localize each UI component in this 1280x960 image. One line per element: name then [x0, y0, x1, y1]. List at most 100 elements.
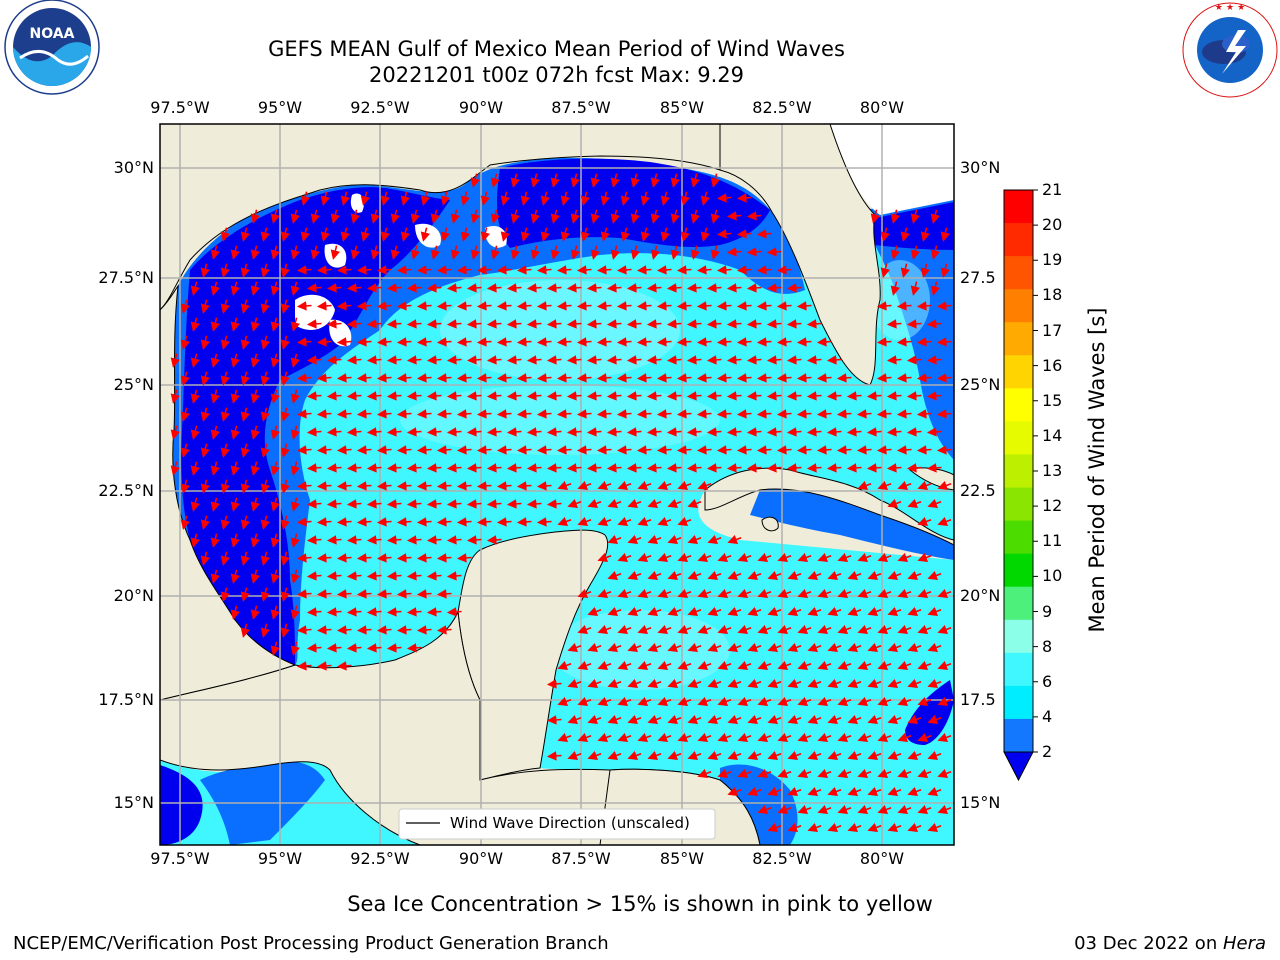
- wave-direction-arrow: [736, 229, 752, 239]
- wave-direction-arrow: [796, 445, 812, 455]
- wave-direction-arrow: [536, 265, 552, 275]
- wave-direction-arrow: [426, 283, 442, 293]
- wave-direction-arrow: [927, 714, 942, 725]
- wave-direction-arrow: [727, 570, 742, 581]
- wave-direction-arrow: [670, 245, 681, 260]
- wave-direction-arrow: [360, 191, 371, 206]
- wave-direction-arrow: [456, 373, 472, 383]
- wave-direction-arrow: [677, 696, 692, 707]
- wave-direction-arrow: [290, 641, 301, 656]
- wave-direction-arrow: [607, 750, 622, 761]
- wave-direction-arrow: [646, 391, 662, 401]
- wave-direction-arrow: [496, 481, 512, 491]
- wave-direction-arrow: [606, 427, 622, 437]
- wave-direction-arrow: [726, 319, 742, 329]
- wave-direction-arrow: [406, 427, 422, 437]
- wave-direction-arrow: [787, 750, 802, 761]
- wave-direction-arrow: [330, 245, 341, 260]
- wave-direction-arrow: [460, 191, 471, 206]
- wave-direction-arrow: [470, 209, 481, 224]
- wave-direction-arrow: [280, 299, 291, 314]
- wave-direction-arrow: [250, 461, 261, 476]
- wave-direction-arrow: [356, 589, 372, 599]
- wave-direction-arrow: [446, 535, 462, 545]
- wave-direction-arrow: [356, 517, 372, 527]
- wave-direction-arrow: [890, 281, 901, 296]
- wave-direction-arrow: [607, 714, 622, 725]
- wave-direction-arrow: [647, 498, 662, 509]
- wave-direction-arrow: [270, 605, 281, 620]
- wave-direction-arrow: [466, 499, 482, 509]
- wave-direction-arrow: [270, 317, 281, 332]
- wave-direction-arrow: [610, 173, 621, 188]
- wave-direction-arrow: [577, 696, 592, 707]
- wave-direction-arrow: [737, 660, 752, 671]
- wave-direction-arrow: [726, 355, 742, 365]
- wave-direction-arrow: [230, 569, 241, 584]
- wave-direction-arrow: [907, 570, 922, 581]
- wave-direction-arrow: [667, 678, 682, 689]
- wave-direction-arrow: [897, 768, 912, 779]
- wave-direction-arrow: [656, 445, 672, 455]
- wave-direction-arrow: [777, 588, 792, 599]
- wave-direction-arrow: [697, 732, 712, 743]
- wave-direction-arrow: [647, 534, 662, 545]
- wave-direction-arrow: [896, 445, 912, 455]
- wave-direction-arrow: [717, 588, 732, 599]
- wave-direction-arrow: [727, 606, 742, 617]
- wave-direction-arrow: [200, 335, 211, 350]
- wave-direction-arrow: [250, 209, 261, 224]
- wave-direction-arrow: [936, 445, 952, 455]
- wave-direction-arrow: [666, 427, 682, 437]
- wave-direction-arrow: [490, 173, 501, 188]
- wave-direction-arrow: [486, 427, 502, 437]
- wave-direction-arrow: [576, 301, 592, 311]
- wave-direction-arrow: [597, 696, 612, 707]
- wave-direction-arrow: [700, 227, 711, 242]
- wave-direction-arrow: [336, 517, 352, 527]
- wave-direction-arrow: [386, 319, 402, 329]
- wave-direction-arrow: [847, 678, 862, 689]
- map-area: [160, 124, 954, 845]
- wave-direction-arrow: [937, 480, 952, 491]
- wave-direction-arrow: [687, 714, 702, 725]
- wave-direction-arrow: [466, 319, 482, 329]
- wave-direction-arrow: [667, 606, 682, 617]
- wave-direction-arrow: [526, 391, 542, 401]
- wave-direction-arrow: [806, 319, 822, 329]
- wave-direction-arrow: [787, 714, 802, 725]
- wave-direction-arrow: [687, 498, 702, 509]
- wave-direction-arrow: [857, 804, 872, 815]
- wave-direction-arrow: [516, 517, 532, 527]
- wave-direction-arrow: [260, 299, 271, 314]
- lat-tick-left: 22.5°N: [98, 481, 154, 500]
- wave-direction-arrow: [546, 283, 562, 293]
- wave-direction-arrow: [586, 427, 602, 437]
- wave-direction-arrow: [577, 516, 592, 527]
- wave-direction-arrow: [657, 732, 672, 743]
- wave-direction-arrow: [536, 409, 552, 419]
- wave-direction-arrow: [316, 481, 332, 491]
- colorbar-tick-label: 4: [1042, 706, 1053, 726]
- wave-direction-arrow: [416, 517, 432, 527]
- wave-direction-arrow: [736, 373, 752, 383]
- wave-direction-arrow: [396, 265, 412, 275]
- wave-direction-arrow: [190, 533, 201, 548]
- wave-direction-arrow: [606, 463, 622, 473]
- wave-direction-arrow: [606, 319, 622, 329]
- wave-direction-arrow: [316, 661, 332, 671]
- wave-direction-arrow: [536, 301, 552, 311]
- wave-direction-arrow: [737, 696, 752, 707]
- wave-direction-arrow: [877, 768, 892, 779]
- wave-direction-arrow: [907, 822, 922, 833]
- wave-direction-arrow: [436, 625, 452, 635]
- wave-direction-arrow: [727, 750, 742, 761]
- wave-direction-arrow: [210, 425, 221, 440]
- wave-direction-arrow: [290, 281, 301, 296]
- wave-direction-arrow: [877, 804, 892, 815]
- wave-direction-arrow: [220, 299, 231, 314]
- wave-direction-arrow: [617, 732, 632, 743]
- wave-direction-arrow: [396, 373, 412, 383]
- wave-direction-arrow: [306, 571, 322, 581]
- wave-direction-arrow: [250, 317, 261, 332]
